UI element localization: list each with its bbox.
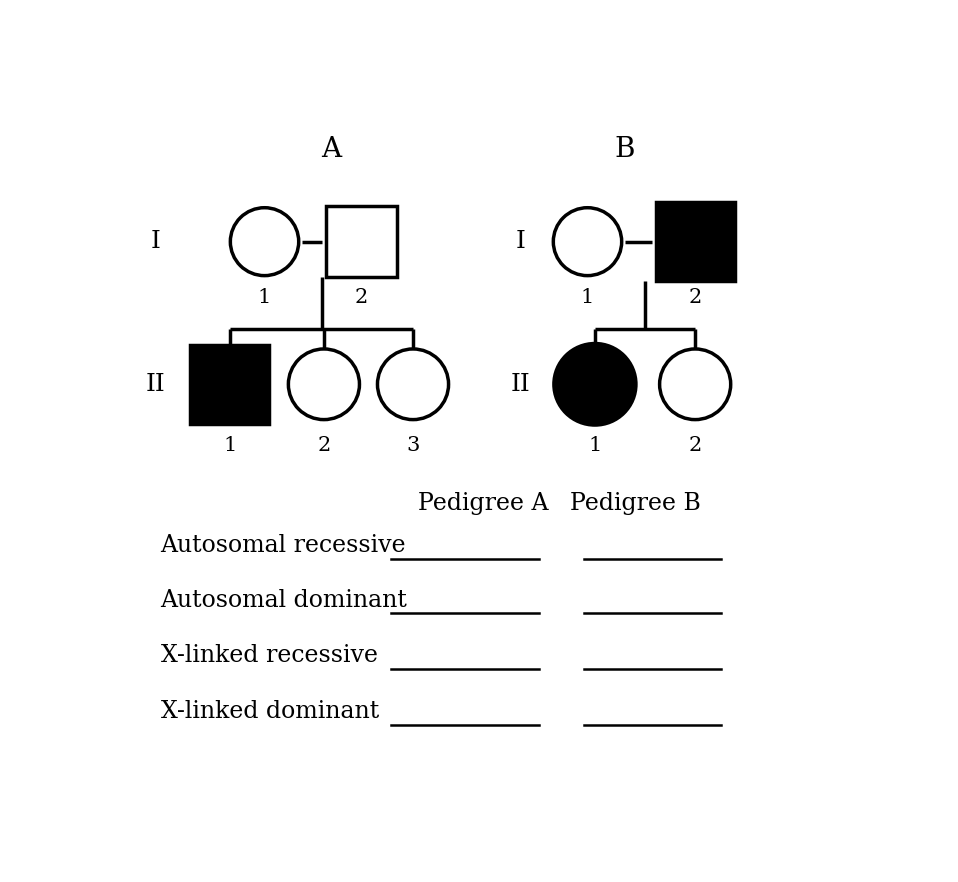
Text: 1: 1 [581, 288, 594, 307]
Text: 1: 1 [258, 288, 271, 307]
Text: Autosomal recessive: Autosomal recessive [161, 534, 406, 557]
Text: 2: 2 [317, 436, 331, 455]
Ellipse shape [377, 349, 448, 420]
Text: X-linked dominant: X-linked dominant [161, 700, 378, 723]
Text: 1: 1 [223, 436, 237, 455]
Text: 3: 3 [406, 436, 420, 455]
Text: 2: 2 [689, 436, 702, 455]
Text: Autosomal dominant: Autosomal dominant [161, 589, 407, 612]
Bar [190, 345, 269, 423]
Text: 2: 2 [689, 288, 702, 307]
Text: 1: 1 [588, 436, 602, 455]
Text: II: II [511, 373, 531, 396]
Text: A: A [321, 137, 341, 163]
Text: I: I [515, 230, 526, 253]
Text: Pedigree A: Pedigree A [419, 491, 549, 514]
Ellipse shape [660, 349, 731, 420]
Text: B: B [614, 137, 635, 163]
Text: II: II [146, 373, 166, 396]
Ellipse shape [554, 344, 636, 425]
Bar [326, 206, 397, 277]
Ellipse shape [288, 349, 359, 420]
Text: X-linked recessive: X-linked recessive [161, 645, 377, 668]
Text: Pedigree B: Pedigree B [570, 491, 701, 514]
Ellipse shape [554, 208, 622, 275]
Text: 2: 2 [354, 288, 368, 307]
Text: I: I [150, 230, 160, 253]
Bar [655, 202, 735, 281]
Ellipse shape [230, 208, 299, 275]
